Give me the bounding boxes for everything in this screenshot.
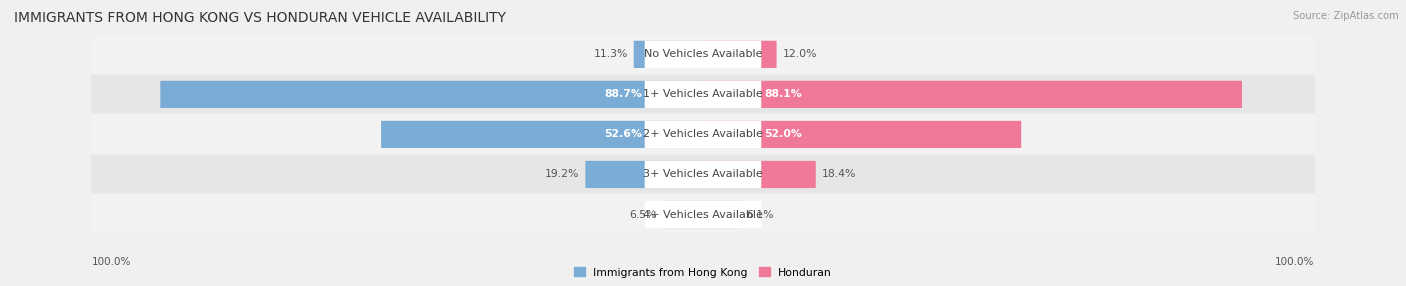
FancyBboxPatch shape [645, 121, 761, 148]
FancyBboxPatch shape [91, 75, 1315, 114]
FancyBboxPatch shape [664, 201, 703, 228]
FancyBboxPatch shape [160, 81, 703, 108]
FancyBboxPatch shape [634, 41, 703, 68]
FancyBboxPatch shape [703, 41, 776, 68]
Text: 52.0%: 52.0% [765, 130, 801, 139]
Text: Source: ZipAtlas.com: Source: ZipAtlas.com [1294, 11, 1399, 21]
Text: 1+ Vehicles Available: 1+ Vehicles Available [643, 90, 763, 99]
Text: 4+ Vehicles Available: 4+ Vehicles Available [643, 210, 763, 219]
Text: 2+ Vehicles Available: 2+ Vehicles Available [643, 130, 763, 139]
Text: 6.5%: 6.5% [630, 210, 657, 219]
FancyBboxPatch shape [645, 201, 761, 228]
Text: 52.6%: 52.6% [603, 130, 641, 139]
FancyBboxPatch shape [703, 161, 815, 188]
Text: 11.3%: 11.3% [593, 49, 627, 59]
Text: IMMIGRANTS FROM HONG KONG VS HONDURAN VEHICLE AVAILABILITY: IMMIGRANTS FROM HONG KONG VS HONDURAN VE… [14, 11, 506, 25]
Text: 100.0%: 100.0% [1275, 257, 1315, 267]
Text: 88.7%: 88.7% [605, 90, 641, 99]
Text: No Vehicles Available: No Vehicles Available [644, 49, 762, 59]
Legend: Immigrants from Hong Kong, Honduran: Immigrants from Hong Kong, Honduran [574, 267, 832, 278]
FancyBboxPatch shape [381, 121, 703, 148]
Text: 19.2%: 19.2% [546, 170, 579, 179]
FancyBboxPatch shape [645, 81, 761, 108]
FancyBboxPatch shape [585, 161, 703, 188]
FancyBboxPatch shape [91, 195, 1315, 234]
Text: 3+ Vehicles Available: 3+ Vehicles Available [643, 170, 763, 179]
FancyBboxPatch shape [91, 115, 1315, 154]
Text: 100.0%: 100.0% [91, 257, 131, 267]
FancyBboxPatch shape [703, 201, 741, 228]
Text: 18.4%: 18.4% [821, 170, 856, 179]
FancyBboxPatch shape [91, 155, 1315, 194]
Text: 88.1%: 88.1% [765, 90, 801, 99]
FancyBboxPatch shape [703, 121, 1021, 148]
FancyBboxPatch shape [645, 41, 761, 68]
FancyBboxPatch shape [91, 35, 1315, 74]
Text: 6.1%: 6.1% [747, 210, 773, 219]
Text: 12.0%: 12.0% [783, 49, 817, 59]
FancyBboxPatch shape [645, 161, 761, 188]
FancyBboxPatch shape [703, 81, 1241, 108]
